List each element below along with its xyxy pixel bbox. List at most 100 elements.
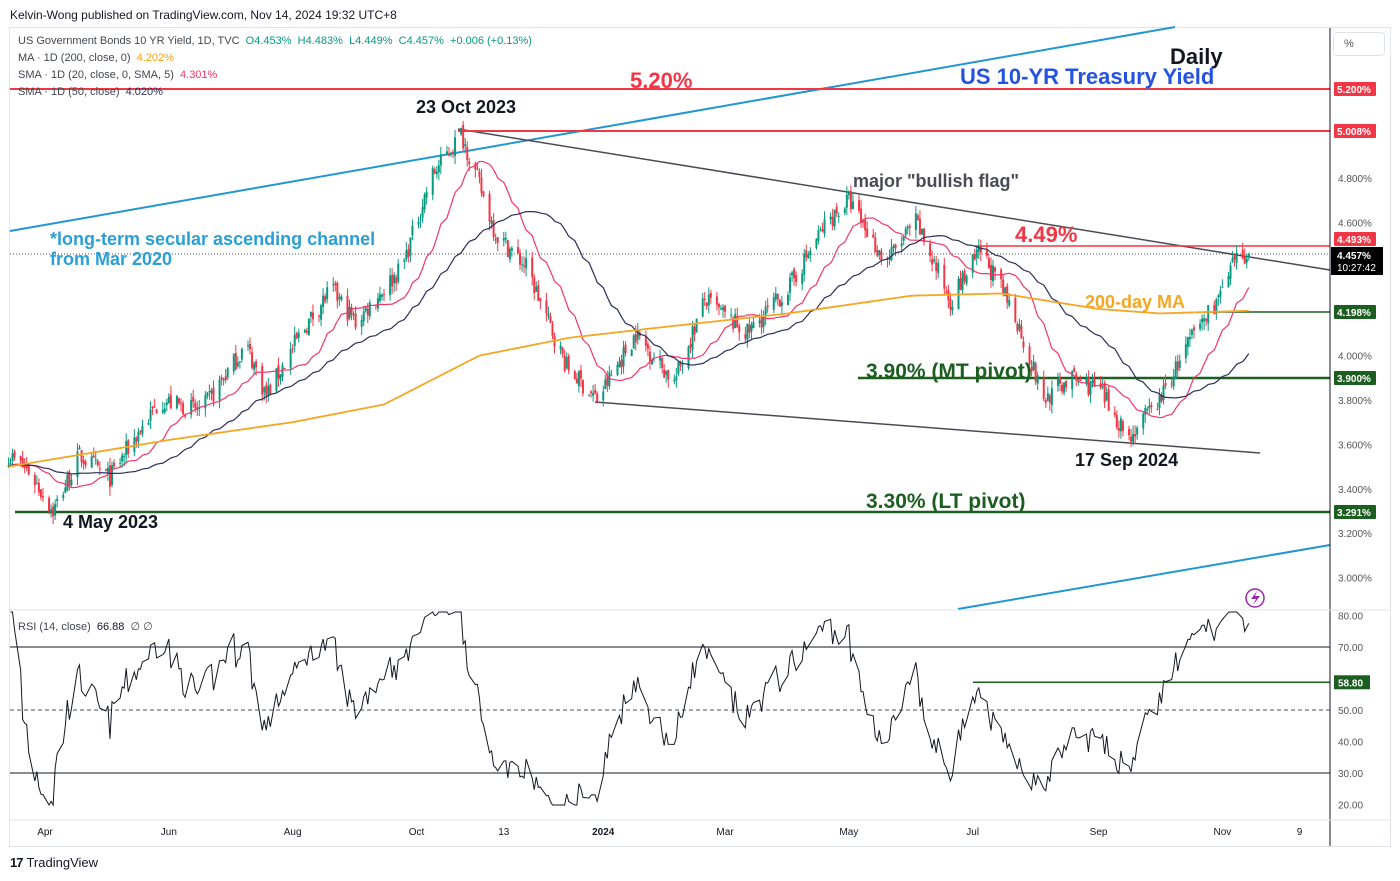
symbol-label[interactable]: US Government Bonds 10 YR Yield, 1D, TVC — [18, 35, 240, 47]
candle — [521, 256, 524, 272]
candle-body — [630, 349, 633, 356]
candle-body — [1245, 258, 1248, 263]
candle — [561, 346, 564, 358]
candle — [1158, 388, 1161, 416]
candle-body — [561, 347, 564, 355]
candle — [845, 186, 848, 216]
percent-scale-button[interactable]: % — [1333, 32, 1385, 56]
candle — [332, 277, 335, 292]
candle-body — [918, 218, 921, 235]
candle — [437, 159, 440, 181]
badge-text: 4.198% — [1337, 308, 1371, 319]
candle — [695, 318, 698, 333]
candle-body — [50, 509, 53, 513]
candle-body — [914, 213, 917, 230]
candle-body — [994, 267, 997, 272]
candle — [405, 242, 408, 262]
candle — [1221, 279, 1224, 288]
candle — [108, 457, 111, 496]
candle — [916, 213, 919, 221]
candle-body — [681, 365, 684, 367]
tradingview-footer[interactable]: 17 TradingView — [10, 855, 98, 870]
candle — [1199, 319, 1202, 332]
candle — [474, 161, 477, 178]
candle — [182, 400, 185, 415]
candle — [11, 448, 14, 468]
candle-body — [224, 376, 227, 381]
candle-body — [689, 344, 692, 348]
tradingview-logo-icon: 17 — [10, 855, 24, 870]
candle — [894, 243, 897, 257]
rsi-value: 66.88 — [96, 621, 125, 633]
candle-body — [204, 395, 207, 409]
channel-lower-line[interactable] — [957, 544, 1331, 610]
candle — [1148, 398, 1151, 415]
candle-body — [596, 393, 599, 403]
price-tick: 4.800% — [1338, 174, 1372, 185]
sma20-label: SMA · 1D (20, close, 0, SMA, 5) — [18, 69, 174, 81]
candle-body — [665, 370, 668, 375]
candle — [533, 273, 536, 300]
candle-body — [1130, 436, 1133, 442]
candle — [717, 302, 720, 315]
candle — [496, 236, 499, 252]
candle — [78, 444, 81, 450]
legend-ma200[interactable]: MA · 1D (200, close, 0) 4.202% — [18, 52, 174, 64]
price-tick: 3.600% — [1338, 440, 1372, 451]
candle — [992, 259, 995, 287]
candle — [307, 318, 310, 336]
candle — [551, 320, 554, 340]
close-value: C4.457% — [398, 35, 444, 47]
time-tick: Apr — [37, 827, 53, 838]
candle — [573, 369, 576, 380]
candle — [409, 237, 412, 263]
candle-body — [1174, 361, 1177, 379]
channel-upper-line[interactable] — [9, 26, 1176, 232]
candle — [689, 337, 692, 354]
lightning-icon[interactable] — [1245, 588, 1265, 608]
candle-body — [119, 462, 122, 464]
high-value: H4.483% — [297, 35, 343, 47]
candle-body — [11, 453, 14, 462]
candle-body — [744, 334, 747, 339]
candle-body — [1020, 325, 1023, 339]
legend-rsi[interactable]: RSI (14, close) 66.88 ∅ ∅ — [18, 620, 153, 633]
candle-body — [807, 253, 810, 259]
candle-body — [37, 482, 40, 493]
candle — [581, 378, 584, 397]
candle-body — [829, 216, 832, 220]
candle-body — [21, 457, 24, 468]
candle-body — [904, 228, 907, 236]
candle-body — [675, 376, 678, 381]
candle — [823, 211, 826, 238]
candle-body — [383, 294, 386, 296]
candle — [165, 398, 168, 412]
candle-body — [632, 335, 635, 349]
candle — [876, 245, 879, 258]
candle-body — [1164, 382, 1167, 386]
candle-body — [1056, 378, 1059, 386]
candle — [847, 190, 850, 200]
candle — [362, 305, 365, 327]
candle — [618, 356, 621, 368]
candle-body — [476, 168, 479, 170]
candle-body — [255, 361, 258, 368]
badge-text: 5.008% — [1337, 127, 1371, 138]
candle — [971, 253, 974, 279]
rsi-tick: 70.00 — [1338, 643, 1363, 654]
candle-body — [279, 374, 282, 381]
candle-body — [212, 387, 215, 401]
candle — [417, 216, 420, 229]
candle-body — [289, 349, 292, 369]
price-tick: 4.000% — [1338, 352, 1372, 363]
candle-body — [366, 308, 369, 316]
candle-body — [878, 250, 881, 255]
candle-body — [25, 464, 28, 468]
candle-body — [293, 335, 296, 347]
candle-body — [462, 125, 465, 149]
flag-lower-line[interactable] — [594, 401, 1261, 454]
candle — [864, 213, 867, 239]
legend-sma50[interactable]: SMA · 1D (50, close) 4.020% — [18, 86, 163, 98]
legend-sma20[interactable]: SMA · 1D (20, close, 0, SMA, 5) 4.301% — [18, 69, 217, 81]
